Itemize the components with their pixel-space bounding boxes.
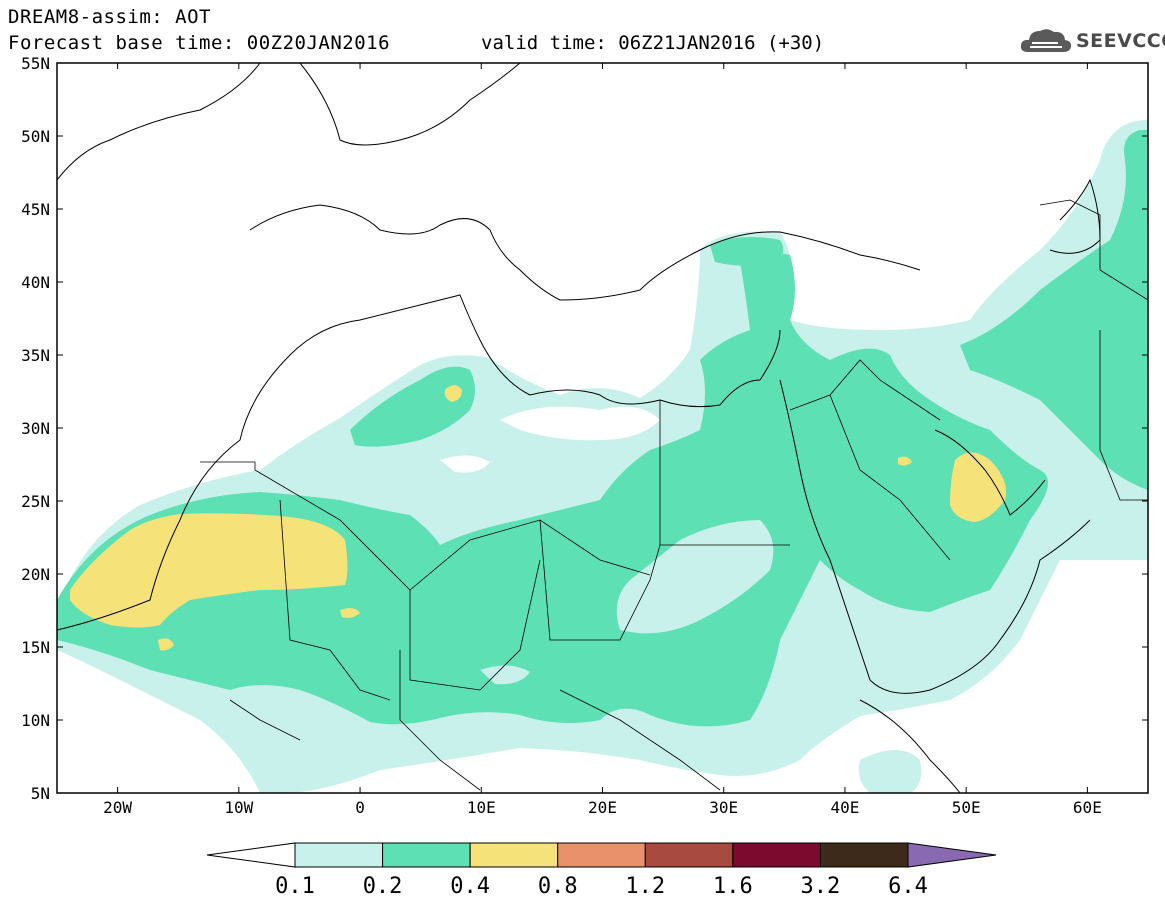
- lon-label: 50E: [952, 798, 981, 817]
- latitude-axis: 55N 50N 45N 40N 35N 30N 25N 20N 15N 10N 5N: [21, 54, 1148, 803]
- map-title: DREAM8-assim: AOT: [8, 6, 211, 28]
- colorbar: 0.1 0.2 0.4 0.8 1.2 1.6 3.2 6.4: [206, 842, 997, 899]
- lat-label: 45N: [21, 200, 50, 219]
- cloud-icon: [1020, 29, 1072, 52]
- logo: SEEVCCC: [1018, 22, 1165, 58]
- aot-inner-light: [480, 520, 774, 685]
- colorbar-tick-label: 3.2: [801, 874, 841, 899]
- lat-label: 20N: [21, 565, 50, 584]
- lat-label: 5N: [31, 784, 50, 803]
- colorbar-segment: [469, 842, 559, 868]
- colorbar-under-triangle: [206, 842, 296, 868]
- colorbar-segment: [644, 842, 734, 868]
- lon-label: 60E: [1073, 798, 1102, 817]
- colorbar-tick-label: 0.4: [450, 874, 490, 899]
- lon-label: 20E: [588, 798, 617, 817]
- lon-label: 10W: [224, 798, 253, 817]
- colorbar-segment: [294, 842, 384, 868]
- colorbar-segment: [557, 842, 646, 868]
- logo-text: SEEVCCC: [1076, 30, 1165, 52]
- country-borders: [200, 199, 1148, 791]
- lat-label: 10N: [21, 711, 50, 730]
- coastlines: [57, 63, 1101, 793]
- base-time: Forecast base time: 00Z20JAN2016: [8, 32, 391, 54]
- colorbar-segment: [732, 842, 821, 868]
- colorbar-segment: [819, 842, 909, 868]
- lat-label: 25N: [21, 492, 50, 511]
- lat-label: 50N: [21, 127, 50, 146]
- valid-time: valid time: 06Z21JAN2016 (+30): [481, 32, 825, 54]
- lon-label: 20W: [103, 798, 132, 817]
- colorbar-over-triangle: [907, 842, 997, 868]
- colorbar-tick-label: 1.6: [713, 874, 753, 899]
- colorbar-tick-label: 0.1: [275, 874, 315, 899]
- lon-label: 40E: [830, 798, 859, 817]
- lat-label: 30N: [21, 419, 50, 438]
- lat-label: 15N: [21, 638, 50, 657]
- colorbar-tick-label: 1.2: [625, 874, 665, 899]
- colorbar-tick-label: 0.8: [538, 874, 578, 899]
- aot-class-0.2-0.4: [57, 130, 1148, 727]
- lon-label: 0: [355, 798, 365, 817]
- colorbar-segment: [382, 842, 471, 868]
- lon-label: 30E: [709, 798, 738, 817]
- colorbar-tick-label: 6.4: [888, 874, 928, 899]
- aot-class-0.4-0.8: [70, 385, 1006, 651]
- lat-label: 40N: [21, 273, 50, 292]
- aot-field: [57, 120, 1148, 793]
- lat-label: 35N: [21, 346, 50, 365]
- colorbar-tick-label: 0.2: [363, 874, 403, 899]
- lat-label: 55N: [21, 54, 50, 73]
- longitude-axis: 20W 10W 0 10E 20E 30E 40E 50E 60E: [103, 63, 1102, 817]
- lon-label: 10E: [467, 798, 496, 817]
